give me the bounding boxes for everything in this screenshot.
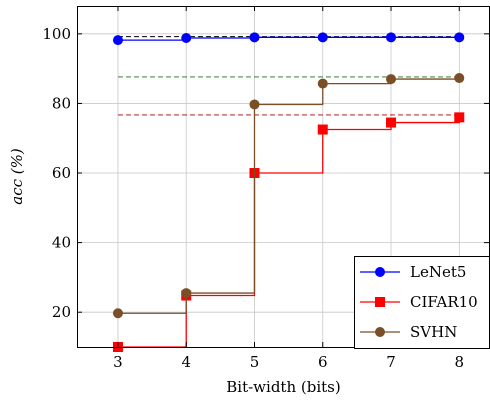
y-tick-label: 20 [52,303,71,321]
x-tick-label: 6 [318,353,328,371]
baselines [117,36,460,116]
ticks: 3 4 5 6 7 8 20 40 60 80 100 [42,6,489,371]
lenet5-point [454,32,465,43]
y-tick-label: 80 [52,94,71,112]
x-tick-label: 8 [455,353,465,371]
lenet5-point [386,32,397,43]
legend-label-lenet5: LeNet5 [410,263,466,281]
svhn-point [112,308,123,319]
cifar10-point [317,124,328,135]
legend-marker [375,297,385,307]
svhn-point [249,99,260,110]
x-tick-label: 3 [113,353,123,371]
x-tick-label: 7 [386,353,396,371]
lenet5-point [181,33,192,44]
legend-label-svhn: SVHN [410,323,457,341]
y-tick-label: 40 [52,234,71,252]
lenet5-point [317,32,328,43]
cifar10-point [454,112,465,123]
lenet5-point [112,35,123,46]
legend: LeNet5 CIFAR10 SVHN [354,256,490,349]
y-axis-label: acc (%) [8,148,26,205]
x-tick-label: 5 [250,353,260,371]
legend-marker [375,267,385,277]
y-tick-label: 100 [42,25,71,43]
x-tick-label: 4 [181,353,191,371]
svhn-point [454,73,465,84]
lenet5-point [249,32,260,43]
y-tick-label: 60 [52,164,71,182]
lenet5-series-line [117,36,460,41]
legend-label-cifar10: CIFAR10 [410,293,478,311]
svhn-point [386,74,397,85]
svhn-series-line [117,78,460,314]
legend-marker [375,327,385,337]
svhn-point [181,288,192,299]
cifar10-point [386,117,397,128]
x-axis-label: Bit-width (bits) [226,378,340,396]
svhn-point [317,78,328,89]
